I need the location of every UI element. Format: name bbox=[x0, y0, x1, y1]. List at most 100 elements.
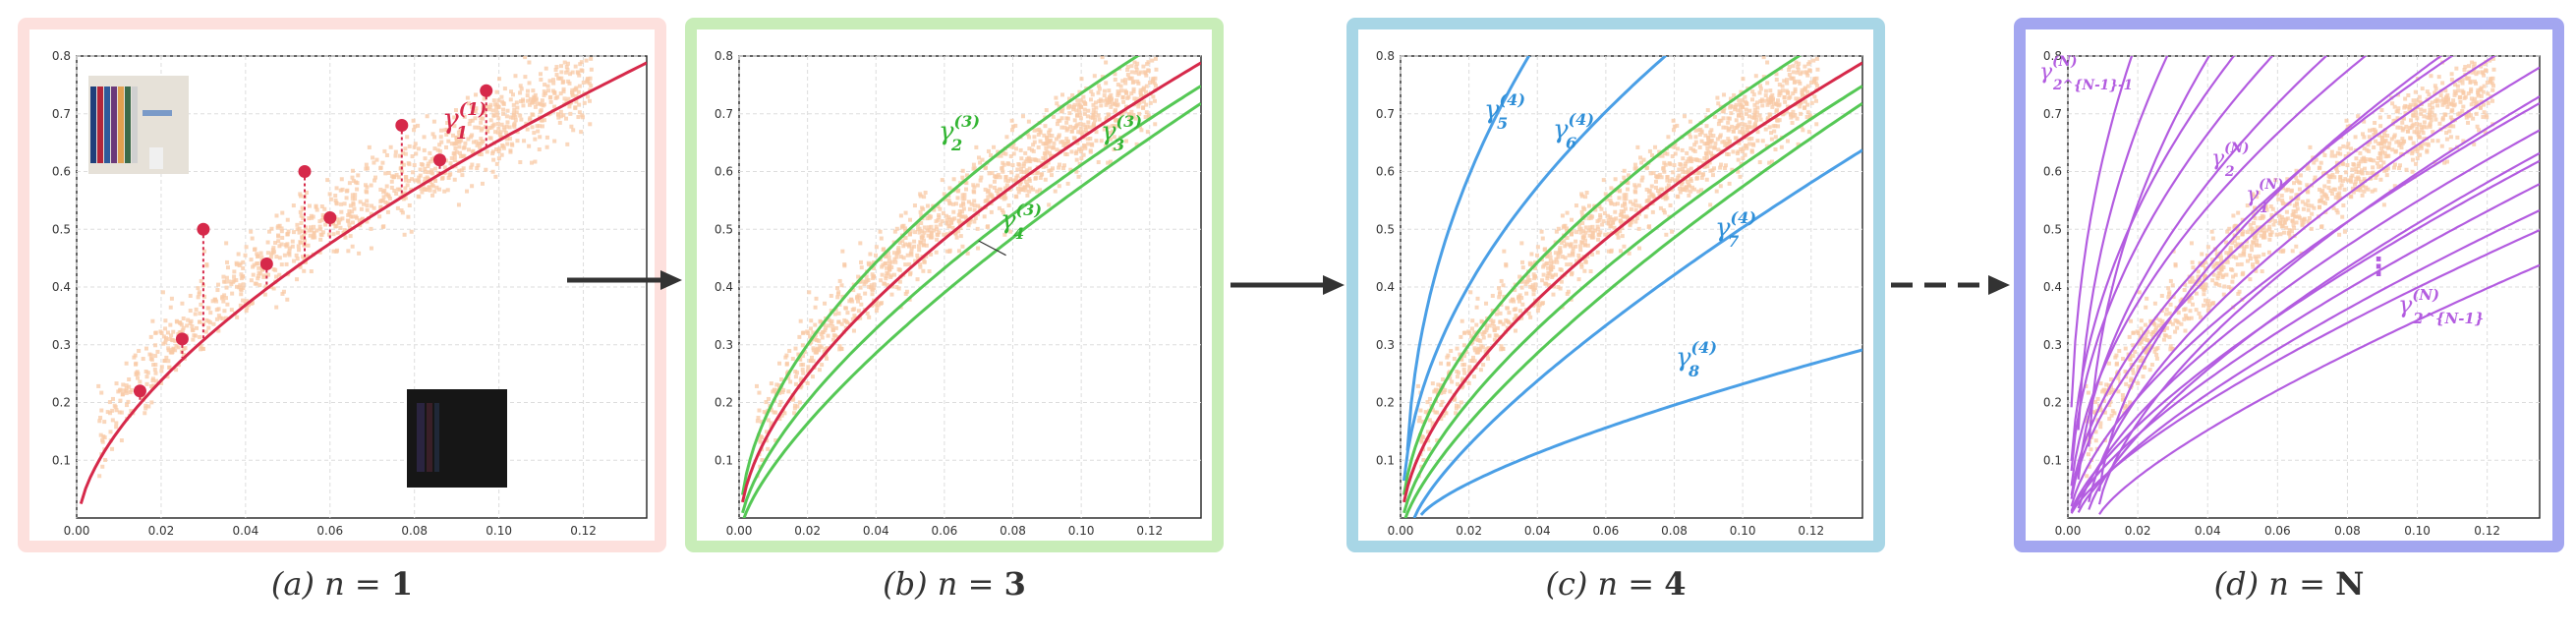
scatter-point bbox=[2374, 130, 2378, 135]
scatter-point bbox=[1665, 175, 1670, 180]
scatter-point bbox=[1794, 96, 1799, 101]
scatter-point bbox=[2471, 99, 2476, 104]
scatter-point bbox=[759, 420, 764, 425]
scatter-point bbox=[1565, 210, 1570, 215]
scatter-point bbox=[239, 292, 244, 297]
scatter-point bbox=[954, 235, 959, 240]
scatter-point bbox=[2196, 269, 2201, 274]
scatter-point bbox=[2258, 216, 2262, 221]
scatter-point bbox=[249, 278, 254, 283]
scatter-point bbox=[758, 439, 763, 444]
scatter-point bbox=[369, 226, 373, 231]
scatter-point bbox=[2351, 190, 2356, 195]
scatter-point bbox=[915, 222, 920, 227]
scatter-point bbox=[1419, 439, 1424, 444]
scatter-point bbox=[1091, 107, 1096, 112]
scatter-point bbox=[2188, 279, 2193, 284]
scatter-point bbox=[98, 416, 103, 421]
scatter-point bbox=[304, 190, 309, 195]
scatter-point bbox=[1714, 189, 1719, 194]
scatter-point bbox=[221, 279, 226, 284]
scatter-point bbox=[2255, 195, 2260, 200]
scatter-point bbox=[1803, 64, 1807, 69]
scatter-point bbox=[1683, 164, 1688, 169]
scatter-point bbox=[908, 229, 913, 234]
scatter-point bbox=[1041, 164, 1046, 169]
scatter-point bbox=[918, 262, 923, 267]
scatter-point bbox=[976, 246, 981, 251]
scatter-point bbox=[1775, 102, 1780, 107]
scatter-point bbox=[1622, 209, 1627, 214]
scatter-point bbox=[1453, 396, 1458, 401]
scatter-point bbox=[1014, 195, 1019, 200]
scatter-point bbox=[892, 257, 897, 261]
scatter-point bbox=[2209, 258, 2214, 262]
scatter-point bbox=[1131, 86, 1136, 91]
scatter-point bbox=[1580, 220, 1585, 225]
scatter-point bbox=[2301, 220, 2306, 225]
curve-gamma-n bbox=[2077, 56, 2169, 431]
scatter-point bbox=[1785, 81, 1790, 86]
scatter-point bbox=[1739, 109, 1744, 114]
scatter-point bbox=[1533, 274, 1538, 279]
scatter-point bbox=[1741, 146, 1746, 151]
scatter-point bbox=[925, 228, 930, 233]
scatter-point bbox=[1076, 102, 1081, 107]
scatter-point bbox=[1454, 406, 1459, 411]
y-tick-label: 0.8 bbox=[715, 49, 733, 63]
scatter-point bbox=[1100, 56, 1105, 60]
y-tick-label: 0.4 bbox=[52, 280, 71, 294]
scatter-point bbox=[425, 175, 429, 180]
scatter-point bbox=[929, 231, 934, 236]
scatter-point bbox=[792, 406, 797, 411]
scatter-point bbox=[271, 286, 276, 291]
scatter-point bbox=[1597, 233, 1602, 238]
scatter-point bbox=[904, 289, 909, 294]
scatter-point bbox=[465, 189, 470, 194]
scatter-point bbox=[951, 201, 956, 206]
x-tick-label: 0.04 bbox=[232, 524, 258, 538]
scatter-point bbox=[241, 285, 246, 290]
curve-gamma-6 bbox=[1402, 56, 1668, 482]
scatter-point bbox=[1460, 385, 1464, 390]
scatter-point bbox=[338, 225, 343, 230]
scatter-point bbox=[2433, 84, 2437, 88]
scatter-point bbox=[1726, 120, 1731, 125]
curves bbox=[2070, 56, 2540, 515]
scatter-point bbox=[766, 418, 771, 423]
scatter-point bbox=[925, 203, 930, 208]
scatter-point bbox=[336, 220, 341, 225]
scatter-point bbox=[197, 292, 201, 297]
scatter-point bbox=[1655, 175, 1660, 180]
scatter-point bbox=[1043, 157, 1048, 162]
scatter-point bbox=[1038, 130, 1043, 135]
scatter-point bbox=[1144, 84, 1149, 88]
scatter-point bbox=[1106, 99, 1111, 104]
scatter-point bbox=[2396, 140, 2401, 144]
scatter-point bbox=[2419, 144, 2424, 148]
scatter-point bbox=[1763, 127, 1768, 132]
scatter-point bbox=[2261, 252, 2266, 257]
scatter-point bbox=[2209, 229, 2214, 234]
scatter-point bbox=[2221, 264, 2226, 269]
curve-gamma-n bbox=[2088, 66, 2540, 502]
scatter-point bbox=[2326, 179, 2331, 184]
scatter-point bbox=[1722, 140, 1727, 144]
scatter-point bbox=[1763, 93, 1768, 98]
scatter-point bbox=[1093, 118, 1098, 123]
scatter-point bbox=[2344, 170, 2349, 175]
scatter-point bbox=[2261, 235, 2265, 240]
scatter-point bbox=[479, 116, 484, 121]
scatter-point bbox=[2341, 144, 2346, 148]
scatter-point bbox=[171, 338, 176, 343]
scatter-point bbox=[2358, 188, 2363, 193]
scatter-point bbox=[383, 171, 388, 176]
scatter-point bbox=[1439, 403, 1444, 408]
scatter-point bbox=[542, 89, 546, 94]
scatter-point bbox=[1751, 115, 1756, 120]
scatter-point bbox=[2189, 296, 2194, 301]
scatter-point bbox=[2402, 105, 2407, 110]
scatter-point bbox=[1668, 178, 1673, 183]
curve-gamma-n bbox=[2077, 209, 2540, 513]
scatter-point bbox=[1044, 146, 1049, 151]
